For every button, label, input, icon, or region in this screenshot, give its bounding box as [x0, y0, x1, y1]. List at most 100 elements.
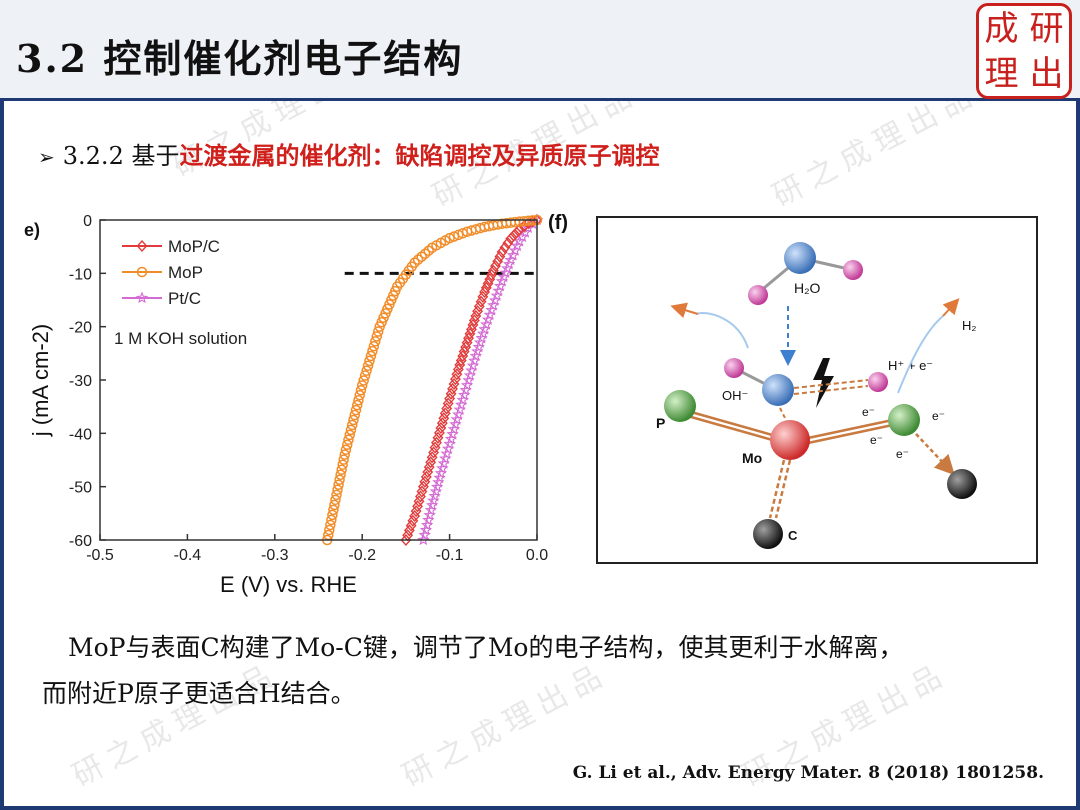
electron-label: e⁻: [870, 433, 883, 447]
data-point: [483, 308, 497, 321]
data-point: [486, 268, 497, 281]
data-point: [477, 290, 489, 303]
c-atom-bottom: [753, 519, 783, 549]
data-point: [335, 469, 346, 480]
electron-label: e⁻: [862, 405, 875, 419]
data-point: [415, 490, 426, 503]
explanation-paragraph: MoP与表面C构建了Mo-C键，调节了Mo的电子结构，使其更利于水解离， 而附近…: [42, 625, 1042, 717]
x-tick-label: -0.4: [174, 547, 202, 564]
data-point: [419, 248, 431, 259]
x-tick-label: -0.1: [436, 547, 464, 564]
data-point: [452, 363, 464, 376]
legend-label: Pt/C: [168, 289, 201, 308]
data-point: [472, 305, 484, 318]
data-point: [402, 529, 414, 542]
data-point: [348, 414, 359, 426]
data-point: [448, 377, 460, 391]
data-point: [423, 461, 435, 474]
seal-char: 研: [1029, 8, 1064, 49]
data-point: [405, 519, 417, 532]
data-point: [442, 397, 454, 410]
data-point: [475, 295, 487, 308]
explanation-line-2: 而附近P原子更适合H结合。: [42, 679, 356, 708]
data-point: [494, 250, 506, 263]
h2o-oxygen-atom: [784, 242, 816, 274]
mo-c-dashed-bond: [774, 459, 792, 519]
y-tick-label: -60: [69, 533, 92, 550]
data-point: [332, 484, 343, 496]
y-tick-label: -30: [69, 373, 92, 390]
mechanism-diagram: H₂O OH⁻ H⁺ + e⁻ H₂: [596, 216, 1038, 564]
p-label: P: [656, 415, 665, 431]
x-tick-label: -0.2: [348, 547, 376, 564]
p-atom-left: [664, 390, 696, 422]
mo-p-bond: [807, 421, 903, 445]
y-tick-label: -20: [69, 320, 92, 337]
brand-seal-logo: 成 研 理 出: [976, 3, 1072, 99]
y-tick-label: -40: [69, 426, 92, 443]
data-point: [412, 500, 423, 513]
data-point: [426, 242, 438, 253]
data-point: [361, 365, 372, 376]
data-point: [495, 274, 509, 287]
data-point: [464, 327, 476, 340]
data-point: [492, 284, 505, 297]
data-point: [367, 345, 378, 357]
oh-hydrogen-atom: [724, 358, 744, 378]
data-point: [473, 300, 485, 313]
data-point: [484, 273, 496, 286]
data-point: [337, 459, 348, 470]
x-tick-label: 0.0: [526, 547, 548, 564]
data-point: [338, 454, 349, 465]
legend-marker: [135, 291, 149, 304]
data-point: [463, 332, 474, 345]
chart-panel-label: e): [24, 220, 40, 240]
y-tick-label: -50: [69, 480, 92, 497]
adsorbed-hydrogen-atom: [868, 372, 888, 392]
data-point: [494, 279, 507, 292]
data-point: [485, 303, 498, 316]
data-point: [412, 254, 424, 265]
data-point: [349, 409, 360, 421]
data-point: [400, 533, 412, 547]
data-point: [329, 499, 340, 511]
data-point: [419, 475, 431, 488]
mo-o-dashed-bond: [779, 407, 791, 429]
data-point: [470, 309, 482, 323]
data-point: [426, 451, 438, 464]
data-point: [428, 446, 440, 459]
series-mop: [321, 214, 543, 546]
subheading-prefix: 3.2.2 基于: [62, 142, 180, 170]
h2-release-path: [897, 315, 944, 394]
data-point: [499, 241, 511, 254]
data-point: [522, 217, 534, 230]
data-point: [364, 355, 375, 367]
data-point: [334, 474, 345, 486]
data-point: [368, 340, 380, 352]
h2-label: H₂: [962, 318, 976, 333]
data-point: [502, 237, 514, 250]
data-point: [508, 244, 522, 256]
h2o-label: H₂O: [794, 280, 821, 296]
lsv-chart-svg: -0.5 -0.4 -0.3 -0.2 -0.1 0.0 0 -10 -20 -30 -40 -50 -…: [24, 213, 548, 597]
data-point: [447, 382, 458, 395]
data-point: [325, 519, 336, 531]
data-point: [455, 354, 467, 367]
data-point: [420, 470, 432, 483]
frame-left-border: [0, 0, 4, 810]
data-point: [458, 345, 470, 358]
electron-label: e⁻: [896, 447, 909, 461]
legend-marker: [136, 239, 148, 253]
data-point: [513, 234, 526, 247]
x-tick-label: -0.3: [261, 547, 289, 564]
o-h-dashed-bond: [793, 385, 869, 395]
h2o-hydrogen-atom: [843, 260, 863, 280]
title-bar: [0, 0, 1080, 100]
data-point: [410, 505, 422, 518]
y-tick-label: 0: [83, 213, 92, 230]
c-atom-right: [947, 469, 977, 499]
y-axis-label: j (mA cm-2): [28, 324, 53, 437]
data-point: [355, 385, 367, 396]
series-pt-c: [417, 213, 544, 546]
data-point: [438, 412, 450, 425]
